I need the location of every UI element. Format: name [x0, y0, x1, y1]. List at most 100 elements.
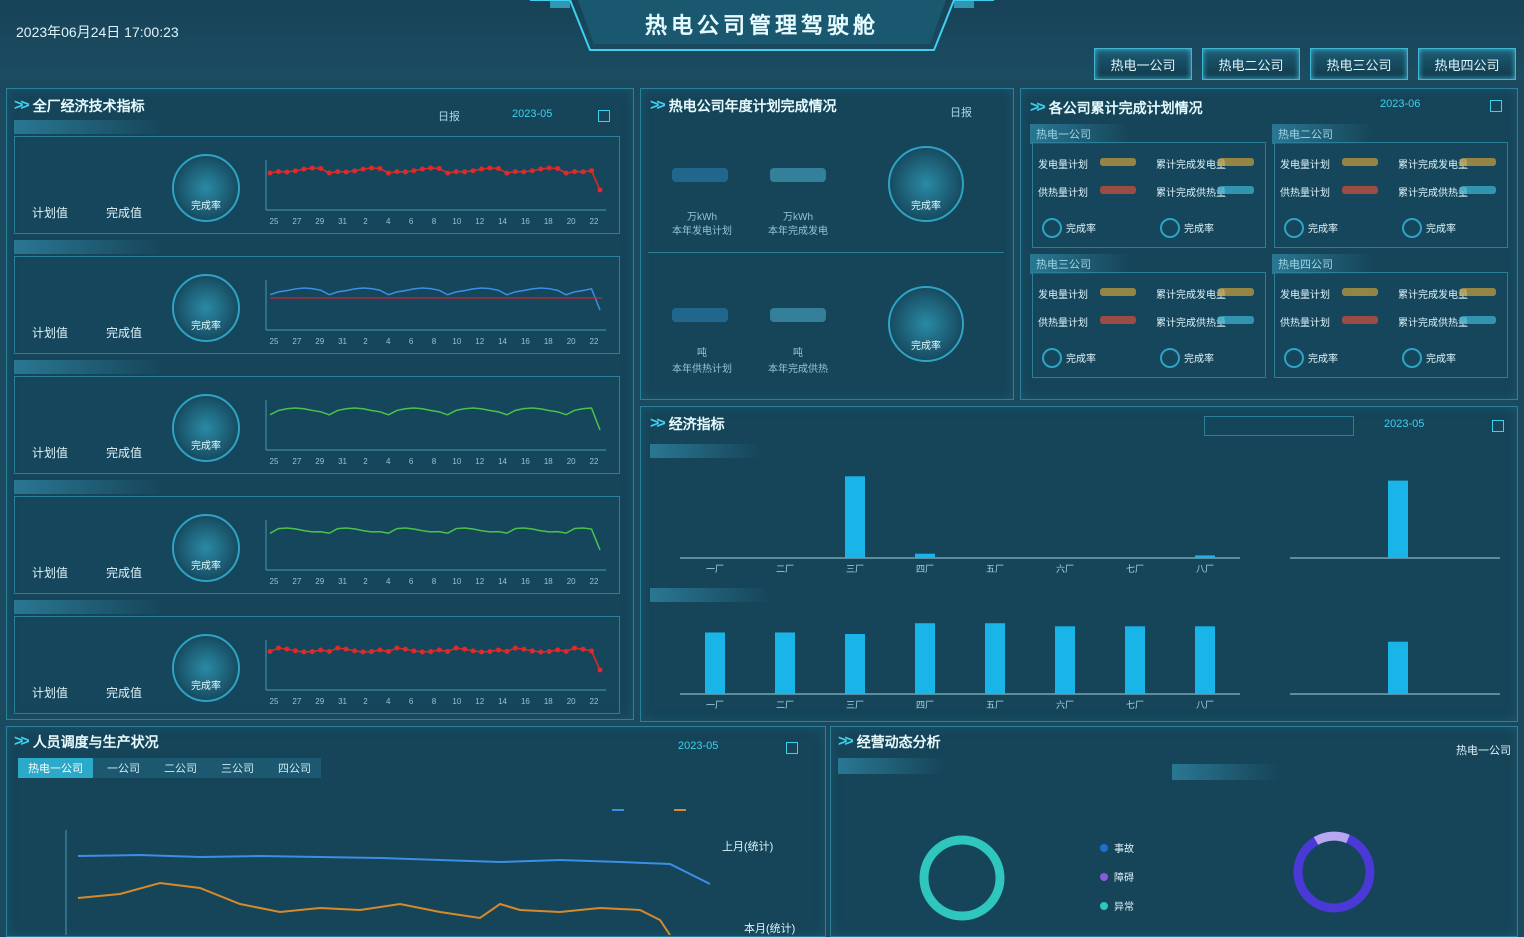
company-button-3[interactable]: 热电三公司 [1310, 48, 1408, 80]
company-button-1[interactable]: 热电一公司 [1094, 48, 1192, 80]
bottom-left-date[interactable]: 2023-05 [678, 740, 719, 752]
indicator-row [14, 136, 620, 234]
rate-label: 完成率 [1426, 354, 1456, 365]
left-panel-dropdown[interactable]: 日报 [438, 111, 460, 123]
series-point [267, 170, 273, 176]
x-tick-label: 25 [270, 457, 279, 466]
plan-unit-1: 万kWh [687, 212, 717, 223]
left-panel-title: >> 全厂经济技术指标 [14, 96, 145, 116]
x-tick-label: 14 [498, 337, 507, 346]
company-button-4[interactable]: 热电四公司 [1418, 48, 1516, 80]
x-tick-label: 25 [270, 217, 279, 226]
cell-value-bar [1100, 316, 1136, 324]
mid-panel-dropdown[interactable]: 日报 [950, 107, 972, 119]
series-point [580, 646, 586, 652]
series-point [275, 645, 281, 651]
company-subtitle: 热电一公司 [1030, 124, 1132, 144]
series-point [377, 165, 383, 171]
series-point [546, 165, 552, 171]
cell-value-bar [1100, 186, 1136, 194]
cell-value-bar [1342, 186, 1378, 194]
calendar-icon[interactable] [786, 742, 798, 754]
cell-label: 发电量计划 [1038, 290, 1088, 301]
category-label: 二厂 [776, 700, 794, 710]
category-label: 四厂 [916, 564, 934, 574]
actual-label: 完成值 [106, 446, 143, 460]
bar-panel-date[interactable]: 2023-05 [1384, 418, 1425, 430]
cell-label: 累计完成发电量 [1398, 290, 1468, 301]
rate-ring-icon [1402, 218, 1422, 238]
category-label: 八厂 [1196, 564, 1214, 574]
mid-panel-title-text: 热电公司年度计划完成情况 [668, 98, 837, 114]
company-select[interactable] [1204, 416, 1354, 436]
cell-label: 供热量计划 [1038, 318, 1088, 329]
x-tick-label: 16 [521, 457, 530, 466]
category-label: 五厂 [986, 564, 1004, 574]
series-point [275, 169, 281, 175]
rate-label: 完成率 [1308, 224, 1338, 235]
x-tick-label: 12 [475, 337, 484, 346]
trend-line-chart: 25 27 29 31 2 4 6 8 10 12 14 16 18 20 22 [265, 520, 606, 586]
calendar-icon[interactable] [598, 110, 610, 122]
x-tick-label: 4 [386, 217, 391, 226]
tab-company-3[interactable]: 三公司 [221, 763, 254, 775]
series-point [292, 648, 298, 654]
prev-month-note: 上月(统计) [722, 841, 774, 853]
rate-label: 完成率 [1066, 354, 1096, 365]
x-tick-label: 18 [544, 457, 553, 466]
x-tick-label: 4 [386, 337, 391, 346]
bottom-right-dropdown[interactable]: 热电一公司 [1456, 745, 1511, 757]
done-value-2 [770, 308, 826, 322]
tab-company-2[interactable]: 二公司 [164, 763, 197, 775]
company-tabs: 热电一公司 一公司 二公司 三公司 四公司 [18, 758, 321, 778]
tab-company-1[interactable]: 一公司 [107, 763, 140, 775]
category-label: 四厂 [916, 700, 934, 710]
tab-all[interactable]: 热电一公司 [18, 758, 93, 778]
bar [1195, 626, 1215, 694]
bar-chart-2: 一厂 二厂 三厂 四厂 五厂 六厂 七厂 八厂 [680, 623, 1500, 710]
x-tick-label: 16 [521, 697, 530, 706]
series-point [428, 649, 434, 655]
right-panel-title-text: 各公司累计完成计划情况 [1048, 100, 1203, 116]
completion-badge: 完成率 [172, 274, 240, 342]
plan-label: 计划值 [32, 566, 69, 580]
company-subtitle: 热电二公司 [1272, 124, 1374, 144]
series-point [352, 168, 358, 174]
series-point [546, 649, 552, 655]
x-tick-label: 10 [452, 577, 461, 586]
right-panel-date[interactable]: 2023-06 [1380, 98, 1421, 110]
calendar-icon[interactable] [1490, 100, 1502, 112]
bar [705, 632, 725, 694]
series-point [462, 646, 468, 652]
legend-item: 事故 [1100, 840, 1134, 855]
completion-badge: 完成率 [172, 154, 240, 222]
series-point [369, 649, 375, 655]
trend-line-chart: 25 27 29 31 2 4 6 8 10 12 14 16 18 20 22 [265, 400, 606, 466]
completion-badge-2: 完成率 [888, 286, 964, 362]
done-unit-2: 吨 [793, 348, 803, 359]
x-tick-label: 22 [590, 697, 599, 706]
row-subtitle-bar [14, 120, 166, 134]
cell-value-bar [1460, 316, 1496, 324]
x-tick-label: 4 [386, 697, 391, 706]
x-tick-label: 29 [315, 457, 324, 466]
company-button-2[interactable]: 热电二公司 [1202, 48, 1300, 80]
done-value-1 [770, 168, 826, 182]
series-point [521, 646, 527, 652]
x-tick-label: 4 [386, 457, 391, 466]
series-point [360, 166, 366, 172]
plan-label: 计划值 [32, 206, 69, 220]
x-tick-label: 10 [452, 697, 461, 706]
series-point [360, 649, 366, 655]
series-point [309, 165, 315, 171]
x-tick-label: 22 [590, 217, 599, 226]
x-tick-label: 4 [386, 577, 391, 586]
left-panel-title-text: 全厂经济技术指标 [32, 98, 145, 114]
x-tick-label: 20 [567, 457, 576, 466]
left-panel-date[interactable]: 2023-05 [512, 108, 553, 120]
x-tick-label: 27 [292, 337, 301, 346]
calendar-icon[interactable] [1492, 420, 1504, 432]
series-point [411, 648, 417, 654]
tab-company-4[interactable]: 四公司 [278, 763, 311, 775]
series-point [572, 645, 578, 651]
